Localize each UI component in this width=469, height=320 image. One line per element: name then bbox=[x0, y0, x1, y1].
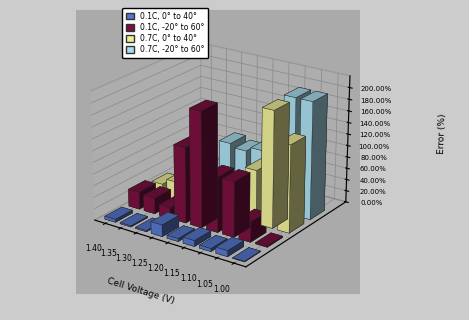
Legend: 0.1C, 0° to 40°, 0.1C, -20° to 60°, 0.7C, 0° to 40°, 0.7C, -20° to 60°: 0.1C, 0° to 40°, 0.1C, -20° to 60°, 0.7C… bbox=[122, 8, 208, 58]
X-axis label: Cell Voltage (V): Cell Voltage (V) bbox=[106, 276, 175, 305]
